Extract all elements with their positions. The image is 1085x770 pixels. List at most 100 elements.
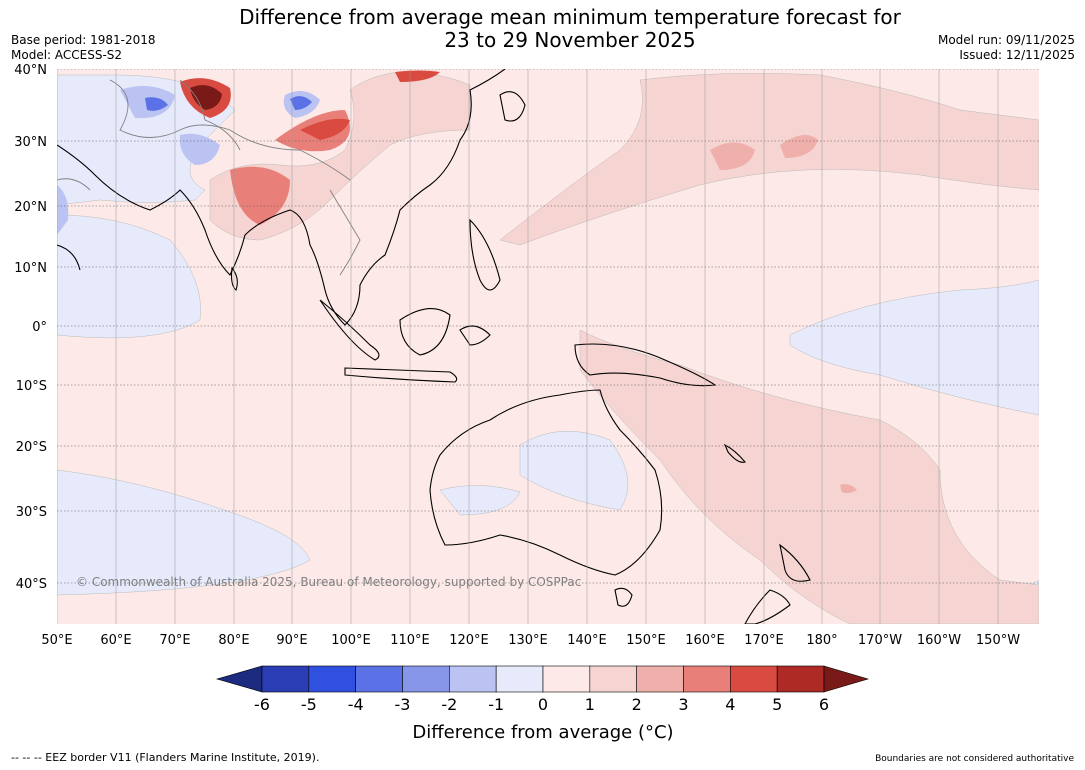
lon-label: 90°E [276, 633, 307, 648]
colorbar-tick-label: 5 [772, 695, 782, 714]
colorbar-tick-label: -3 [395, 695, 411, 714]
lat-label: 10°N [14, 261, 47, 276]
run-info: Model run: 09/11/2025 Issued: 12/11/2025 [938, 33, 1075, 63]
new-guinea-outline [574, 343, 717, 387]
border-south-asia [109, 79, 351, 181]
map-title-line1: Difference from average mean minimum tem… [239, 5, 901, 29]
colorbar-segment [449, 665, 497, 693]
colorbar-segment [261, 665, 310, 693]
lat-label: 10°S [16, 379, 47, 394]
cool-anomaly-arabian-sea [57, 214, 201, 339]
lon-label: 140°E [567, 633, 607, 648]
lon-label: 150°W [976, 633, 1020, 648]
cool-anomaly-pakistan [179, 133, 220, 165]
longitude-labels: 50°E 60°E 70°E 80°E 90°E 100°E 110°E 120°E 130°E… [41, 633, 1020, 648]
lat-label: 20°N [14, 200, 47, 215]
sri-lanka-outline [230, 266, 238, 291]
lon-label: 150°E [626, 633, 666, 648]
colorbar-tick-label: 4 [725, 695, 735, 714]
colorbar-tick-label: -5 [301, 695, 317, 714]
colorbar-tick-label: 6 [819, 695, 829, 714]
nz-north-island [779, 543, 811, 582]
cool-anomaly-himalaya-west [57, 74, 236, 206]
colorbar-tick-label: 3 [678, 695, 688, 714]
cool-anomaly-arabia-edge [57, 185, 69, 235]
lon-label: 160°E [685, 633, 725, 648]
colorbar-extend-low [215, 665, 263, 693]
border-indochina [329, 189, 361, 276]
borneo-outline [399, 308, 451, 356]
colorbar-segment [589, 665, 637, 693]
lon-label: 70°E [159, 633, 190, 648]
model-run-date: Model run: 09/11/2025 [937, 33, 1075, 47]
colorbar-segment [542, 665, 591, 693]
warm-anomaly-coral-tasman [579, 329, 1039, 624]
colorbar-ticks: -6 -5 -4 -3 -2 -1 0 1 2 3 4 5 6 [254, 695, 829, 714]
warm-anomaly-north-pacific-patch-1 [710, 142, 755, 170]
latitude-labels: 40°N 30°N 20°N 10°N 0° 10°S 20°S 30°S 40°S [14, 63, 47, 592]
lon-label: 180° [806, 633, 837, 648]
lon-label: 60°E [100, 633, 131, 648]
sumatra-outline [319, 299, 380, 361]
sulawesi-outline [459, 325, 491, 346]
colorbar-segment [683, 665, 731, 693]
anomaly-fields [57, 70, 1039, 624]
colorbar-tick-label: -4 [348, 695, 364, 714]
australia-outline [429, 389, 663, 576]
lon-label: 100°E [331, 633, 371, 648]
philippines-outline [469, 218, 501, 291]
colorbar-segment [402, 665, 450, 693]
issued-date: Issued: 12/11/2025 [959, 48, 1075, 62]
tasmania-outline [614, 587, 633, 607]
border-kashmir [179, 79, 241, 151]
base-period: Base period: 1981-2018 [11, 33, 156, 47]
boundary-disclaimer: Boundaries are not considered authoritat… [875, 754, 1074, 764]
asia-coastline [57, 69, 506, 326]
colorbar-segment [730, 665, 778, 693]
colorbar-extend-high [823, 665, 870, 693]
colorbar [215, 665, 870, 693]
country-borders [57, 79, 361, 276]
model-name: Model: ACCESS-S2 [11, 48, 123, 62]
map-panel: © Commonwealth of Australia 2025, Bureau… [57, 69, 1039, 624]
warm-anomaly-bengal [230, 166, 290, 225]
colorbar-tick-label: 1 [585, 695, 595, 714]
cool-anomaly-western-australia [439, 485, 521, 516]
lat-label: 20°S [16, 440, 47, 455]
map-title-line2: 23 to 29 November 2025 [444, 28, 696, 52]
lat-label: 30°S [16, 505, 47, 520]
nz-south-island [744, 589, 791, 624]
lon-label: 160°W [917, 633, 961, 648]
lon-label: 110°E [390, 633, 430, 648]
cool-anomaly-tibet-core [290, 96, 312, 110]
new-caledonia [723, 443, 746, 463]
copyright-notice: © Commonwealth of Australia 2025, Bureau… [76, 575, 581, 589]
lon-label: 120°E [449, 633, 489, 648]
cool-anomaly-south-indian [57, 469, 311, 596]
colorbar-tick-label: -6 [254, 695, 270, 714]
warm-anomaly-karakoram-core [190, 85, 222, 110]
korea-japan-coast [499, 91, 526, 122]
colorbar-segment [495, 665, 544, 693]
warm-anomaly-sichuan-core [300, 118, 350, 140]
colorbar-segment [355, 665, 403, 693]
java-outline [344, 367, 458, 383]
border-middle-east [57, 178, 91, 191]
colorbar-tick-label: -2 [441, 695, 457, 714]
colorbar-segment [776, 665, 825, 693]
warm-anomaly-tasman-patch [840, 484, 857, 494]
model-info: Base period: 1981-2018 Model: ACCESS-S2 [11, 33, 156, 63]
lon-label: 50°E [41, 633, 72, 648]
warm-anomaly-north-china [395, 70, 440, 82]
graticule [57, 69, 1039, 624]
eez-border-note: -- -- -- EEZ border V11 (Flanders Marine… [11, 751, 320, 764]
lon-label: 80°E [218, 633, 249, 648]
coastlines [57, 69, 811, 624]
lon-label: 170°E [744, 633, 784, 648]
colorbar-segment [636, 665, 684, 693]
cool-anomaly-central-australia [519, 430, 629, 511]
cool-anomaly-afghanistan-core [145, 97, 168, 111]
colorbar-tick-label: 2 [632, 695, 642, 714]
lat-label: 40°N [14, 63, 47, 78]
